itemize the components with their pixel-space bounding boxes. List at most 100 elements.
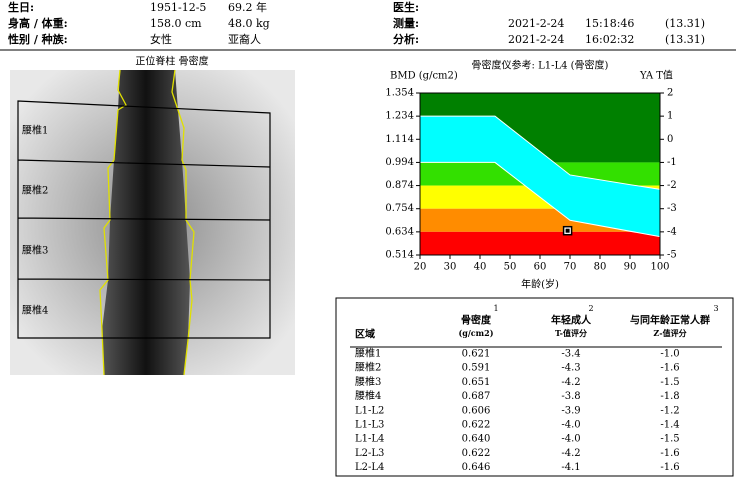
region-label: 腰椎4 (22, 304, 48, 317)
table-cell: -3.4 (561, 349, 580, 360)
y-tick-label: 1.354 (385, 88, 414, 99)
table-cell: -4.0 (561, 434, 580, 445)
table-cell: 腰椎1 (355, 347, 381, 360)
x-axis-label: 年龄(岁) (521, 278, 559, 291)
table-cell: 0.687 (462, 391, 491, 402)
table-cell: -3.9 (561, 405, 580, 416)
table-cell: -4.0 (561, 420, 580, 431)
field-value: (13.31) (665, 17, 705, 30)
table-cell: -1.5 (660, 377, 679, 388)
table-cell: 0.622 (462, 448, 491, 459)
table-cell: -1.6 (660, 363, 679, 374)
region-label: 腰椎3 (22, 244, 48, 257)
chart-title: 骨密度仪参考: L1-L4 (骨密度) (472, 59, 609, 72)
y-tick-label: 0.634 (385, 226, 414, 237)
reference-line (420, 161, 661, 238)
column-header: 与同年龄正常人群 (630, 314, 710, 327)
region-label: 腰椎1 (22, 124, 48, 137)
y2-tick-label: 1 (667, 111, 673, 122)
table-cell: -1.6 (660, 462, 679, 473)
table-cell: 0.651 (462, 377, 491, 388)
field-label: 测量: (393, 16, 419, 30)
y2-axis-label: YA T值 (639, 69, 673, 82)
y2-tick-label: 2 (667, 88, 673, 99)
y-tick-label: 0.514 (385, 250, 414, 261)
field-value: (13.31) (665, 33, 705, 46)
x-tick-label: 80 (594, 262, 607, 273)
field-value: 亚裔人 (228, 32, 261, 46)
y-tick-label: 1.114 (385, 134, 414, 145)
y-tick-label: 0.994 (385, 157, 414, 168)
table-cell: 0.606 (462, 405, 491, 416)
table-cell: 腰椎2 (355, 361, 381, 374)
table-cell: L1-L2 (355, 405, 384, 416)
table-cell: -1.0 (660, 349, 679, 360)
table-cell: 0.621 (462, 349, 491, 360)
reference-line (420, 115, 661, 190)
x-tick-label: 90 (624, 262, 637, 273)
y-tick-label: 1.234 (385, 111, 414, 122)
field-value: 158.0 cm (150, 17, 202, 30)
x-tick-label: 30 (444, 262, 457, 273)
table-cell: L2-L3 (355, 448, 384, 459)
table-cell: -1.4 (660, 420, 679, 431)
reference-band (420, 116, 660, 237)
field-label: 分析: (393, 32, 419, 46)
table-cell: -1.2 (660, 405, 679, 416)
x-tick-label: 70 (564, 262, 577, 273)
field-label: 身高 / 体重: (8, 16, 68, 30)
field-label: 性别 / 种族: (8, 32, 68, 46)
table-cell: 0.622 (462, 420, 491, 431)
table-cell: 腰椎3 (355, 375, 381, 388)
y2-tick-label: -3 (667, 203, 677, 214)
table-cell: 0.591 (462, 363, 491, 374)
spine (102, 70, 190, 375)
xray-image: 腰椎1 腰椎2 腰椎3 腰椎4 (10, 69, 295, 376)
table-frame (335, 297, 734, 477)
field-value: 1951-12-5 (150, 1, 206, 14)
region-boxes (17, 100, 271, 339)
field-value: 女性 (150, 32, 172, 46)
column-header: 年轻成人 (551, 314, 592, 327)
table-cell: -4.2 (561, 377, 580, 388)
table-cell: -3.8 (561, 391, 580, 402)
column-unit: T-值评分 (555, 328, 587, 338)
spine-outline (99, 69, 195, 376)
x-tick-label: 20 (414, 262, 427, 273)
image-title: 正位脊柱 骨密度 (135, 55, 208, 68)
table-cell: 0.646 (462, 462, 491, 473)
table-cell: -1.8 (660, 391, 679, 402)
y-tick-label: 0.754 (385, 203, 414, 214)
reference-line (420, 138, 661, 214)
x-tick-label: 40 (474, 262, 487, 273)
x-tick-label: 50 (504, 262, 517, 273)
column-note: 1 (493, 304, 498, 313)
x-tick-label: 60 (534, 262, 547, 273)
y2-tick-label: 0 (667, 134, 673, 145)
table-cell: L1-L3 (355, 420, 384, 431)
field-label: 生日: (8, 0, 34, 14)
zone (420, 231, 660, 255)
column-unit: (g/cm2) (459, 328, 494, 338)
column-header: 区域 (355, 328, 375, 341)
y2-tick-label: -1 (667, 157, 677, 168)
y-axis-label: BMD (g/cm2) (390, 71, 458, 82)
column-unit: Z-值评分 (653, 328, 686, 338)
y-tick-label: 0.874 (385, 180, 414, 191)
table-cell: -1.6 (660, 448, 679, 459)
column-note: 2 (588, 304, 593, 313)
table-cell: L1-L4 (355, 434, 384, 445)
y2-tick-label: -4 (667, 226, 677, 237)
table-cell: 0.640 (462, 434, 491, 445)
y2-tick-label: -5 (667, 250, 677, 261)
table-cell: -4.1 (561, 462, 580, 473)
patient-point-core (565, 228, 570, 233)
column-header: 骨密度 (461, 314, 492, 327)
field-value: 48.0 kg (228, 17, 270, 30)
field-value: 15:18:46 (585, 17, 634, 30)
table-cell: L2-L4 (355, 462, 384, 473)
field-value: 2021-2-24 (508, 33, 564, 46)
column-note: 3 (713, 304, 718, 313)
field-value: 69.2 年 (228, 0, 267, 14)
table-cell: 腰椎4 (355, 389, 381, 402)
